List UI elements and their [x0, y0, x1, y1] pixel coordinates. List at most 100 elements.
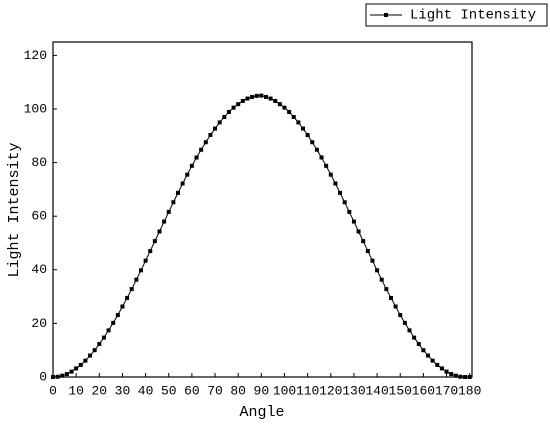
point-marker — [296, 120, 301, 125]
point-marker — [412, 335, 417, 340]
point-marker — [282, 105, 287, 110]
point-marker — [189, 163, 194, 168]
x-tick-label: 0 — [49, 383, 57, 398]
x-tick-label: 110 — [296, 383, 319, 398]
x-tick-label: 120 — [319, 383, 342, 398]
point-marker — [393, 304, 398, 309]
point-marker — [444, 369, 449, 374]
point-marker — [51, 375, 55, 379]
x-tick-label: 50 — [161, 383, 177, 398]
point-marker — [143, 258, 148, 263]
point-marker — [129, 287, 134, 292]
point-marker — [78, 362, 83, 367]
point-marker — [254, 93, 259, 98]
point-marker — [92, 348, 97, 353]
x-tick-label: 170 — [435, 383, 458, 398]
point-marker — [74, 366, 79, 371]
x-tick-label: 30 — [115, 383, 131, 398]
point-marker — [240, 98, 245, 103]
point-marker — [115, 313, 120, 318]
point-marker — [245, 96, 250, 101]
y-tick-label: 60 — [31, 209, 47, 224]
x-tick-label: 180 — [458, 383, 481, 398]
x-axis-label: Angle — [239, 404, 284, 421]
point-marker — [60, 373, 65, 378]
point-marker — [134, 277, 139, 282]
point-marker — [430, 358, 435, 363]
point-marker — [338, 190, 343, 195]
x-tick-label: 90 — [254, 383, 270, 398]
point-marker — [64, 372, 69, 377]
point-marker — [250, 94, 255, 99]
point-marker — [120, 304, 125, 309]
point-marker — [213, 126, 218, 131]
x-tick-label: 70 — [207, 383, 223, 398]
point-marker — [351, 219, 356, 224]
point-marker — [111, 320, 116, 325]
point-marker — [342, 200, 347, 205]
x-tick-label: 20 — [91, 383, 107, 398]
point-marker — [458, 374, 463, 379]
point-marker — [194, 155, 199, 160]
x-tick-label: 60 — [184, 383, 200, 398]
x-tick-label: 100 — [273, 383, 296, 398]
point-marker — [185, 172, 190, 177]
point-marker — [268, 96, 273, 101]
point-marker — [347, 209, 352, 214]
point-marker — [361, 239, 366, 244]
point-marker — [83, 358, 88, 363]
y-tick-label: 20 — [31, 316, 47, 331]
point-marker — [449, 372, 454, 377]
point-marker — [453, 373, 458, 378]
y-tick-label: 120 — [24, 48, 47, 63]
point-marker — [398, 313, 403, 318]
point-marker — [180, 181, 185, 186]
point-marker — [106, 328, 111, 333]
point-marker — [328, 172, 333, 177]
y-tick-label: 0 — [39, 369, 47, 384]
point-marker — [157, 229, 162, 234]
point-marker — [426, 353, 431, 358]
point-marker — [138, 268, 143, 273]
y-axis-label: Light Intensity — [6, 142, 23, 277]
y-tick-label: 100 — [24, 101, 47, 116]
point-marker — [226, 109, 231, 114]
legend-label: Light Intensity — [410, 8, 536, 24]
point-marker — [439, 366, 444, 371]
point-marker — [402, 320, 407, 325]
point-marker — [319, 155, 324, 160]
point-marker — [222, 115, 227, 120]
point-marker — [421, 348, 426, 353]
point-marker — [324, 163, 329, 168]
point-marker — [388, 295, 393, 300]
point-marker — [273, 98, 278, 103]
point-marker — [287, 109, 292, 114]
point-marker — [379, 277, 384, 282]
legend-marker — [384, 13, 388, 17]
point-marker — [217, 120, 222, 125]
point-marker — [69, 369, 74, 374]
point-marker — [277, 102, 282, 107]
point-marker — [88, 353, 93, 358]
point-marker — [463, 375, 468, 379]
point-marker — [236, 102, 241, 107]
point-marker — [365, 249, 370, 254]
point-marker — [435, 362, 440, 367]
x-tick-label: 10 — [68, 383, 84, 398]
point-marker — [370, 258, 375, 263]
point-marker — [208, 132, 213, 137]
series-line — [52, 95, 470, 378]
point-marker — [407, 328, 412, 333]
point-marker — [176, 190, 181, 195]
point-marker — [259, 93, 264, 98]
x-tick-label: 40 — [138, 383, 154, 398]
point-marker — [467, 375, 472, 379]
point-marker — [199, 147, 204, 152]
point-marker — [148, 249, 153, 254]
point-marker — [203, 140, 208, 145]
point-marker — [166, 209, 171, 214]
point-marker — [152, 239, 157, 244]
point-marker — [301, 126, 306, 131]
point-marker — [231, 105, 236, 110]
